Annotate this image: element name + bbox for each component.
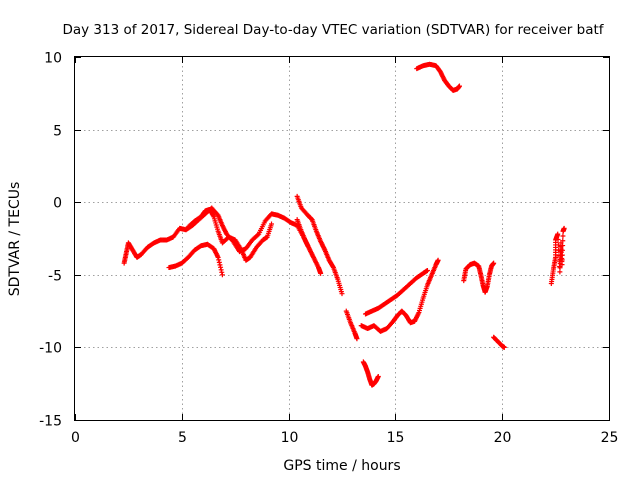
data-point <box>491 260 497 266</box>
chart-title: Day 313 of 2017, Sidereal Day-to-day VTE… <box>62 22 604 38</box>
series-arc-10 <box>414 61 462 93</box>
tick-labels: 0 5 10 15 20 25 -15 -10 -5 0 5 10 <box>39 51 618 447</box>
x-tick-label: 15 <box>387 430 405 446</box>
series-arc-13 <box>548 225 567 287</box>
series-arc-4 <box>294 193 345 297</box>
plot-frame <box>74 56 610 421</box>
x-tick-label: 25 <box>601 430 619 446</box>
data-point <box>559 252 565 258</box>
series-arc-9 <box>360 359 381 388</box>
x-tick-label: 10 <box>281 430 299 446</box>
series-arc-6 <box>343 308 360 342</box>
data-point <box>435 257 441 263</box>
data-point <box>561 225 567 231</box>
series-arc-12 <box>491 334 507 350</box>
data-point <box>210 213 216 219</box>
data-point <box>559 262 565 268</box>
series-arc-5 <box>294 217 324 276</box>
data-point <box>555 231 561 237</box>
data-point <box>555 237 561 243</box>
data-point <box>216 259 222 265</box>
y-tick-label: -5 <box>48 269 62 285</box>
y-tick-label: 10 <box>44 51 62 67</box>
data-point <box>560 243 566 249</box>
y-tick-label: -10 <box>39 341 62 357</box>
series-arc-7 <box>358 257 441 334</box>
data-point <box>501 344 507 350</box>
series-arc-11 <box>461 260 497 295</box>
data-point <box>269 221 275 227</box>
data-point <box>215 254 221 260</box>
series-arc-8 <box>362 267 430 317</box>
data-point <box>559 247 565 253</box>
data-point <box>375 373 381 379</box>
data-point <box>218 264 224 270</box>
x-tick-label: 5 <box>178 430 187 446</box>
axis-ticks <box>75 57 610 421</box>
series-arc-2 <box>166 241 225 278</box>
y-axis-label: SDTVAR / TECUs <box>7 182 23 297</box>
data-point <box>559 257 565 263</box>
data-point <box>217 262 223 268</box>
data-point <box>339 291 345 297</box>
data-point <box>560 233 566 239</box>
data-point <box>218 267 224 273</box>
data-point <box>219 272 225 278</box>
data-point <box>330 264 336 270</box>
data-point <box>424 267 430 273</box>
x-tick-label: 0 <box>71 430 80 446</box>
x-tick-label: 20 <box>494 430 512 446</box>
data-point <box>560 238 566 244</box>
data-point <box>216 257 222 263</box>
data-point <box>255 232 261 238</box>
series-arc-3 <box>185 206 275 263</box>
data-series <box>121 61 567 388</box>
data-point <box>354 336 360 342</box>
y-tick-label: -15 <box>39 414 62 430</box>
grid-lines <box>75 57 609 420</box>
x-axis-label: GPS time / hours <box>283 458 400 474</box>
data-point <box>219 269 225 275</box>
data-point <box>318 270 324 276</box>
data-point <box>456 83 462 89</box>
y-tick-label: 0 <box>53 196 62 212</box>
y-tick-label: 5 <box>53 124 62 140</box>
